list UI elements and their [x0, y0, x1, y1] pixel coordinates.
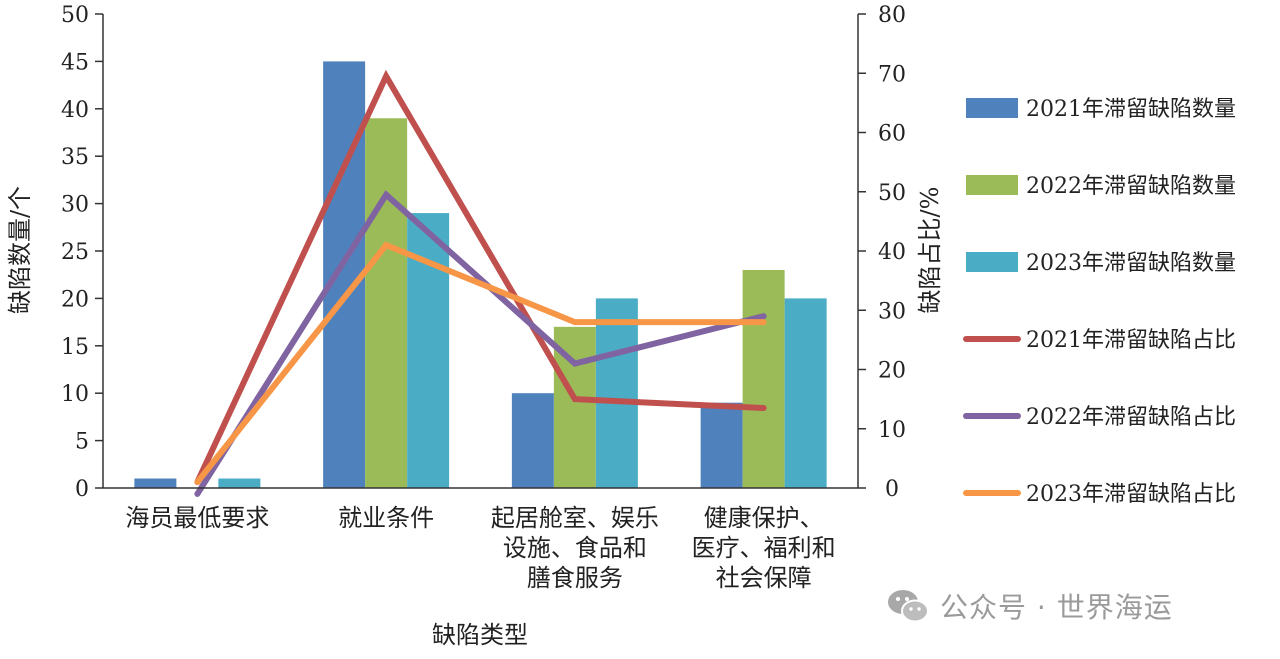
category-label: 膳食服务 — [527, 564, 623, 592]
category-label: 社会保障 — [716, 564, 812, 592]
legend-label: 2021年滞留缺陷占比 — [1026, 328, 1236, 353]
legend-label: 2021年滞留缺陷数量 — [1026, 97, 1236, 122]
bar — [365, 118, 408, 488]
legend-label: 2022年滞留缺陷数量 — [1026, 174, 1236, 199]
category-label: 健康保护、 — [704, 504, 824, 532]
right-tick-label: 10 — [878, 418, 906, 443]
axes-layer: 0 5 10 15 20 25 30 35 40 45 50 0 10 20 30 40 50 60 70 80 海员最… — [61, 3, 906, 592]
legend-swatch — [966, 252, 1018, 272]
left-tick-label: 5 — [75, 430, 89, 455]
left-tick-label: 0 — [75, 477, 89, 502]
x-axis-title: 缺陷类型 — [432, 621, 528, 649]
right-tick-label: 80 — [878, 3, 906, 28]
legend-label: 2023年滞留缺陷数量 — [1026, 251, 1236, 276]
category-label: 医疗、福利和 — [692, 534, 836, 562]
watermark: 公众号 · 世界海运 — [886, 586, 1173, 626]
series-line — [194, 190, 767, 497]
category-label: 就业条件 — [338, 504, 434, 532]
right-tick-label: 20 — [878, 359, 906, 384]
category-label: 起居舱室、娱乐 — [491, 504, 659, 532]
left-tick-label: 35 — [61, 145, 89, 170]
legend-label: 2023年滞留缺陷占比 — [1026, 482, 1236, 507]
watermark-text: 公众号 · 世界海运 — [940, 591, 1173, 624]
right-tick-label: 60 — [878, 122, 906, 147]
right-tick-label: 0 — [885, 477, 899, 502]
left-tick-label: 10 — [61, 382, 89, 407]
series-line — [194, 241, 767, 486]
category-label: 设施、食品和 — [503, 534, 647, 562]
legend-swatch — [966, 175, 1018, 195]
right-y-axis-title: 缺陷占比/% — [916, 187, 944, 314]
left-tick-label: 15 — [61, 335, 89, 360]
bar — [134, 478, 177, 488]
right-tick-label: 50 — [878, 181, 906, 206]
right-tick-label: 40 — [878, 240, 906, 265]
left-y-axis-title: 缺陷数量/个 — [6, 186, 34, 314]
bar — [511, 393, 554, 488]
left-tick-label: 20 — [61, 287, 89, 312]
right-tick-label: 30 — [878, 299, 906, 324]
bar — [218, 478, 261, 488]
right-tick-label: 70 — [878, 62, 906, 87]
series-line — [194, 69, 767, 486]
legend-swatch — [966, 98, 1018, 118]
lines-layer — [194, 69, 767, 497]
wechat-icon — [888, 590, 929, 623]
legend: 2021年滞留缺陷数量 2022年滞留缺陷数量 2023年滞留缺陷数量 2021年滞留… — [963, 97, 1236, 507]
bar — [784, 298, 827, 488]
bar — [700, 402, 743, 488]
left-tick-label: 40 — [61, 98, 89, 123]
left-tick-label: 25 — [61, 240, 89, 265]
bar — [742, 269, 785, 488]
bar — [595, 298, 638, 488]
left-tick-label: 50 — [61, 3, 89, 28]
legend-label: 2022年滞留缺陷占比 — [1026, 405, 1236, 430]
left-tick-label: 45 — [61, 50, 89, 75]
category-label: 海员最低要求 — [125, 504, 269, 532]
left-tick-label: 30 — [61, 193, 89, 218]
